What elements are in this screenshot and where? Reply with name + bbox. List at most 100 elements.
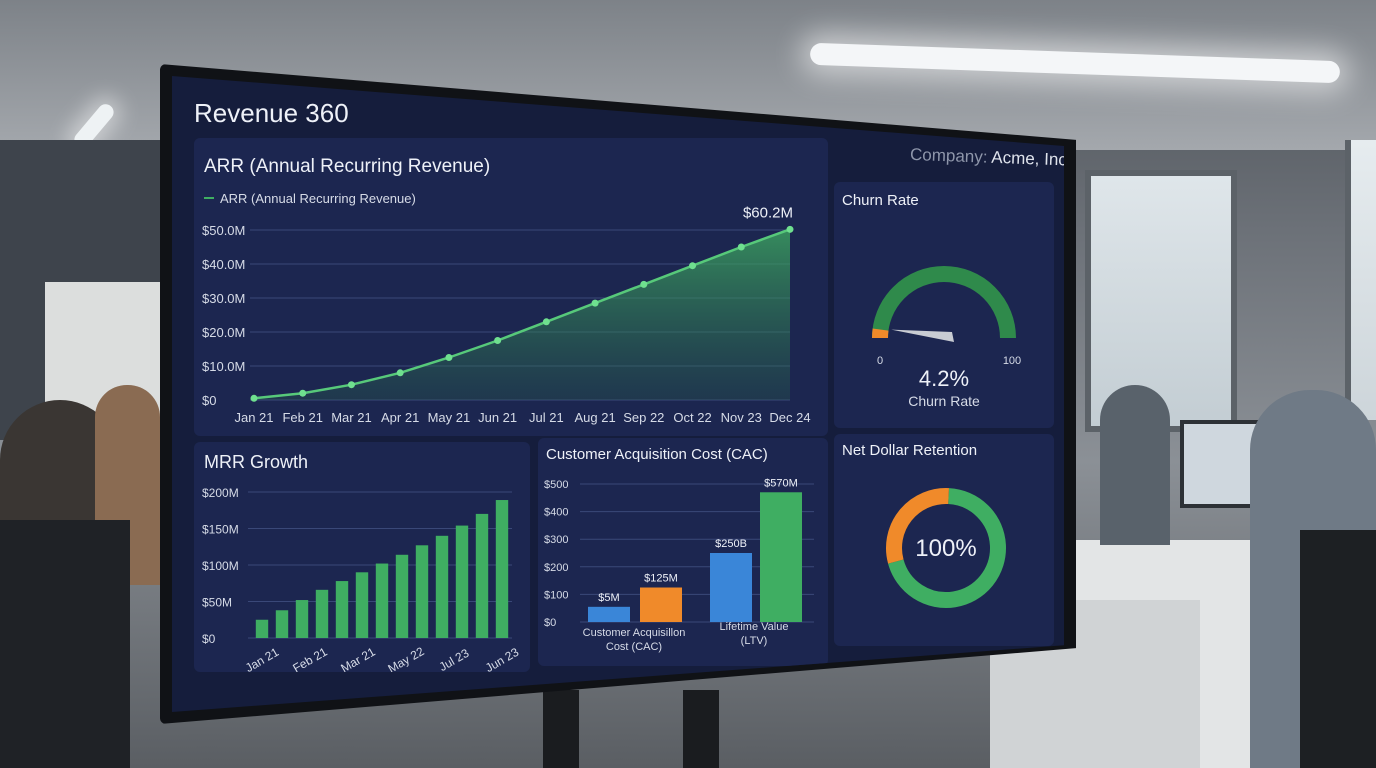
mrr-bar [435,535,449,638]
mrr-y-tick: $100M [202,559,239,573]
cac-panel-title: Customer Acquisition Cost (CAC) [546,446,768,463]
arr-y-tick: $10.0M [202,359,245,374]
mrr-bar [315,589,329,638]
mrr-chart: $200M $150M $100M $50M $0 Jan 21 Feb 21 Mar 21 M… [202,486,521,672]
cac-category-label: Customer Acquisillon [583,627,686,639]
mrr-bar [275,610,289,638]
churn-gauge-track [872,266,1016,339]
arr-y-tick: $30.0M [202,291,245,306]
mrr-bar [495,500,509,638]
chevron-down-icon: ⌄ [1076,154,1087,170]
arr-data-point [299,389,307,397]
mrr-y-tick: $200M [202,486,239,500]
cac-y-tick: $400 [544,507,568,519]
mrr-panel-title: MRR Growth [204,452,309,472]
mrr-panel: MRR Growth $200M $150M $100M $50M $0 Jan 21 Fe… [194,442,530,672]
churn-gauge-value [872,328,889,339]
arr-x-tick: Oct 22 [673,410,711,425]
mrr-x-tick: Feb 21 [290,644,330,672]
arr-x-tick: Aug 21 [574,410,615,425]
ndr-segment [888,488,1006,608]
office-window [1085,170,1237,432]
arr-data-point [347,381,355,389]
cac-bar [710,553,752,622]
mrr-x-tick: Jun 23 [483,645,521,672]
mrr-bar [295,600,309,638]
arr-data-point [591,299,599,307]
mrr-x-tick: May 22 [385,644,426,672]
cac-chart: $500 $400 $300 $200 $100 $0 $5M $125M $250B $570M… [544,477,814,653]
cac-bar-label: $125M [644,573,678,585]
person-right [1100,385,1170,545]
ndr-panel-title: Net Dollar Retention [842,442,978,459]
ltv-category-label-line2: (LTV) [741,635,768,647]
arr-data-point [494,337,502,344]
arr-x-tick: May 21 [428,410,471,425]
mrr-y-tick: $50M [202,596,232,610]
arr-x-tick: Jan 21 [234,410,273,425]
app-title: Revenue 360 [194,98,349,128]
tv-stand-right [683,690,719,768]
arr-series-line [253,228,791,400]
arr-panel-title: ARR (Annual Recurring Revenue) [204,156,491,177]
churn-panel: Churn Rate 0 100 4.2% Churn Rate [834,182,1054,428]
churn-panel-title: Churn Rate [842,192,919,209]
ndr-segment [886,488,949,564]
company-selector[interactable]: Company: Acme, Inc. ⌄ [909,144,1087,171]
arr-y-tick: $50.0M [202,223,245,238]
cac-bar [588,606,630,622]
arr-area [254,229,790,400]
arr-y-tick: $40.0M [202,257,245,272]
mrr-bar [335,581,349,638]
arr-x-tick: Sep 22 [623,410,664,425]
mrr-x-tick: Jan 21 [243,645,281,672]
arr-chart: ARR (Annual Recurring Revenue) $50.0M $40.… [202,191,811,425]
mrr-bar [355,572,369,638]
arr-y-tick: $20.0M [202,325,245,340]
arr-end-label: $60.2M [743,204,793,221]
mrr-x-tick: Mar 21 [338,644,378,672]
arr-legend-label: ARR (Annual Recurring Revenue) [220,191,416,206]
cac-y-tick: $100 [544,589,568,601]
mrr-y-tick: $150M [202,523,239,537]
arr-data-point [737,243,745,251]
arr-x-tick: Apr 21 [381,410,419,425]
cac-bar-label: $570M [764,477,798,489]
arr-data-point [250,394,258,402]
arr-data-point [396,369,404,377]
office-chair [0,520,130,768]
cac-bar-label: $250B [715,538,747,550]
cac-y-tick: $500 [544,479,568,491]
arr-data-point [445,354,453,361]
office-chair-right [1300,530,1376,768]
arr-data-point [689,262,697,270]
arr-x-tick: Feb 21 [282,410,322,425]
cac-bar-label: $5M [598,592,619,604]
arr-x-tick: Jul 21 [529,410,564,425]
mrr-y-tick: $0 [202,632,216,646]
arr-x-tick: Mar 21 [331,410,371,425]
churn-caption: Churn Rate [908,393,980,409]
ndr-donut: 100% [886,488,1006,608]
dashboard-screen: Revenue 360 Company: Acme, Inc. ⌄ ARR (A… [172,76,1064,712]
ndr-panel: Net Dollar Retention 100% [834,434,1054,646]
mrr-bar [475,513,489,638]
cac-y-tick: $0 [544,617,556,629]
arr-x-tick: Dec 24 [769,410,810,425]
churn-gauge-needle [891,329,954,342]
tv-stand-left [543,690,579,768]
arr-data-point [640,280,648,288]
cac-panel: Customer Acquisition Cost (CAC) $500 $400… [538,438,828,666]
arr-data-point [542,318,550,326]
cac-y-tick: $300 [544,534,568,546]
mrr-bar [255,619,269,638]
churn-value-label: 4.2% [919,366,969,391]
churn-gauge: 0 100 4.2% Churn Rate [872,266,1021,409]
company-selector-label: Company: [909,144,988,167]
arr-x-tick: Jun 21 [478,410,517,425]
cac-bar [760,492,802,622]
cac-y-tick: $200 [544,562,568,574]
mrr-bar [415,545,429,638]
cac-category-label-line2: Cost (CAC) [606,641,662,653]
ndr-center-label: 100% [915,535,976,562]
